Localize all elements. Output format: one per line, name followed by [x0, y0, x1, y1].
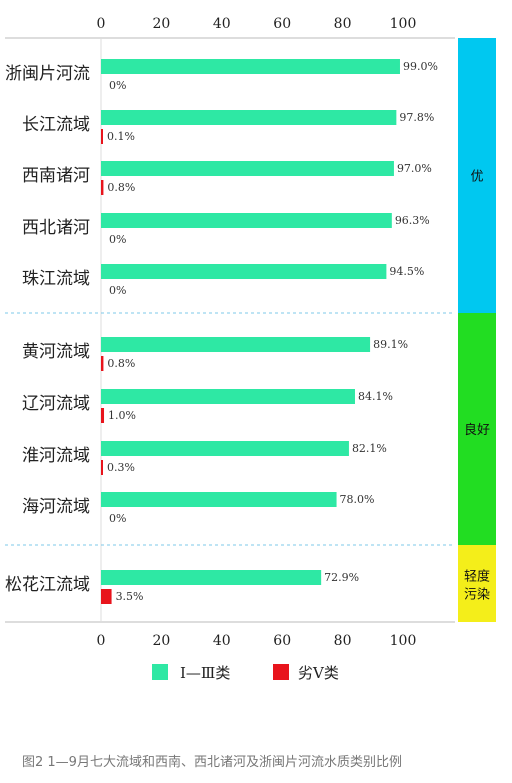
bar-class-1-3-label: 97.0% [397, 162, 432, 175]
x-tick-top: 0 [97, 16, 106, 32]
x-tick-bottom: 60 [273, 633, 291, 649]
bar-class-5-plus-label: 0% [109, 512, 126, 525]
legend-label-class-5-plus: 劣Ⅴ类 [298, 664, 339, 682]
x-tick-top: 80 [334, 16, 352, 32]
bar-class-1-3 [101, 59, 400, 74]
bar-class-5-plus-label: 0.1% [107, 130, 135, 143]
category-label: 海河流域 [22, 497, 90, 517]
bar-class-5-plus [101, 356, 104, 371]
quality-band-label-line2: 污染 [464, 588, 490, 603]
bar-class-1-3 [101, 213, 392, 228]
bar-class-5-plus-label: 0.8% [107, 357, 135, 370]
bar-class-5-plus [101, 180, 104, 195]
legend-swatch-class-5-plus [273, 664, 289, 680]
x-tick-bottom: 80 [334, 633, 352, 649]
bar-class-1-3-label: 97.8% [399, 111, 434, 124]
bar-class-1-3 [101, 492, 337, 507]
category-label: 淮河流域 [22, 446, 90, 466]
quality-band-label: 良好 [464, 422, 490, 438]
bar-class-5-plus [101, 129, 103, 144]
bar-class-1-3-label: 78.0% [340, 493, 375, 506]
category-label: 西南诸河 [22, 166, 90, 186]
figure-caption: 图2 1—9月七大流域和西南、西北诸河及浙闽片河流水质类别比例 [22, 755, 402, 770]
x-tick-top: 100 [390, 16, 417, 32]
x-tick-bottom: 20 [152, 633, 170, 649]
bar-class-5-plus [101, 589, 112, 604]
category-label: 西北诸河 [22, 218, 90, 238]
bar-class-1-3 [101, 264, 387, 279]
bar-class-1-3 [101, 570, 322, 585]
quality-band [458, 545, 496, 622]
x-tick-top: 60 [273, 16, 291, 32]
bar-class-1-3-label: 99.0% [403, 60, 438, 73]
x-tick-bottom: 100 [390, 633, 417, 649]
x-tick-bottom: 0 [97, 633, 106, 649]
bar-class-1-3-label: 82.1% [352, 442, 387, 455]
bar-class-5-plus [101, 460, 103, 475]
bar-class-5-plus-label: 0.8% [107, 181, 135, 194]
bar-class-1-3 [101, 161, 394, 176]
category-label: 辽河流域 [22, 394, 90, 414]
bar-class-1-3-label: 94.5% [389, 265, 424, 278]
bar-class-1-3 [101, 110, 397, 125]
quality-band [458, 38, 496, 313]
quality-band [458, 313, 496, 545]
bar-class-1-3-label: 96.3% [395, 214, 430, 227]
legend-label-class-1-3: Ⅰ—Ⅲ类 [180, 664, 230, 682]
quality-band-label-line1: 轻度 [464, 569, 490, 585]
bar-class-5-plus-label: 0.3% [107, 461, 135, 474]
legend-swatch-class-1-3 [152, 664, 168, 680]
bar-class-1-3 [101, 441, 349, 456]
category-label: 松花江流域 [5, 575, 90, 595]
quality-band-label: 优 [470, 170, 483, 185]
category-label: 黄河流域 [22, 342, 90, 362]
category-label: 长江流域 [22, 115, 90, 135]
bar-class-1-3-label: 89.1% [373, 338, 408, 351]
bar-class-1-3-label: 84.1% [358, 390, 393, 403]
bar-class-5-plus-label: 0% [109, 79, 126, 92]
x-tick-top: 20 [152, 16, 170, 32]
bar-class-1-3 [101, 389, 355, 404]
x-tick-bottom: 40 [213, 633, 231, 649]
bar-class-5-plus-label: 3.5% [116, 590, 144, 603]
category-label: 浙闽片河流 [5, 64, 90, 84]
category-label: 珠江流域 [22, 269, 90, 289]
x-tick-top: 40 [213, 16, 231, 32]
bar-class-1-3 [101, 337, 371, 352]
bar-class-5-plus-label: 0% [109, 284, 126, 297]
bar-class-5-plus [101, 408, 105, 423]
bar-class-5-plus-label: 1.0% [108, 409, 136, 422]
bar-class-1-3-label: 72.9% [324, 571, 359, 584]
bar-class-5-plus-label: 0% [109, 233, 126, 246]
